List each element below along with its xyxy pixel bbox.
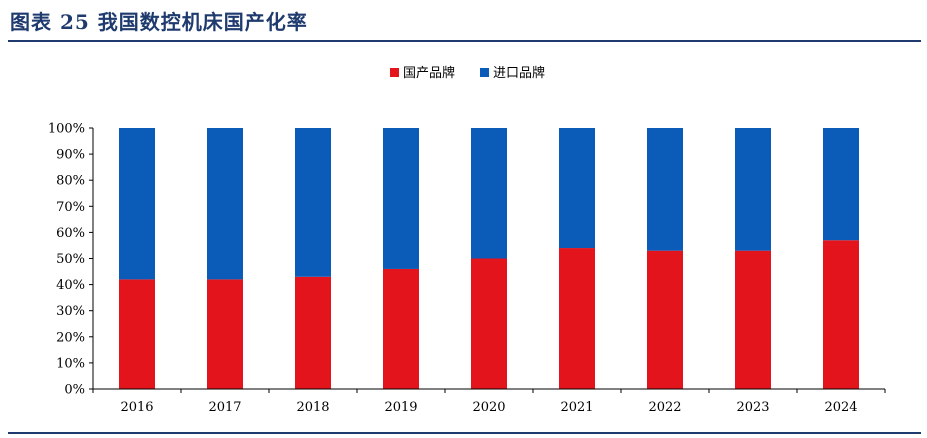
bar-domestic-2021 <box>559 248 595 389</box>
x-tick-label: 2017 <box>208 400 241 415</box>
bar-imported-2024 <box>823 128 859 241</box>
x-tick-label: 2016 <box>120 400 153 415</box>
y-tick-label: 70% <box>56 200 85 215</box>
title-bar: 图表 25 我国数控机床国产化率 <box>0 0 927 42</box>
page-title: 图表 25 我国数控机床国产化率 <box>10 10 308 34</box>
bar-imported-2020 <box>471 128 507 259</box>
bar-domestic-2019 <box>383 268 419 389</box>
bar-domestic-2024 <box>823 240 859 389</box>
y-tick-label: 90% <box>56 148 85 163</box>
title-divider <box>8 40 921 42</box>
y-tick-label: 60% <box>56 226 85 241</box>
legend-swatch-imported <box>480 68 489 77</box>
bar-imported-2023 <box>735 128 771 251</box>
y-tick-label: 40% <box>56 278 85 293</box>
x-tick-label: 2022 <box>648 400 681 415</box>
bar-imported-2022 <box>647 128 683 251</box>
legend-label-domestic: 国产品牌 <box>403 65 455 81</box>
bar-imported-2018 <box>295 128 331 277</box>
bar-domestic-2016 <box>119 279 155 389</box>
legend-swatch-domestic <box>390 68 399 77</box>
bar-imported-2017 <box>207 128 243 280</box>
y-tick-label: 100% <box>48 122 85 137</box>
x-tick-label: 2018 <box>296 400 329 415</box>
bar-domestic-2017 <box>207 279 243 389</box>
bar-imported-2019 <box>383 128 419 269</box>
bar-imported-2021 <box>559 128 595 249</box>
bottom-divider <box>8 432 921 434</box>
x-tick-label: 2021 <box>560 400 593 415</box>
y-tick-label: 10% <box>56 356 85 371</box>
x-tick-label: 2023 <box>736 400 769 415</box>
y-tick-label: 50% <box>56 252 85 267</box>
bar-domestic-2023 <box>735 250 771 389</box>
bar-domestic-2018 <box>295 276 331 389</box>
x-tick-label: 2020 <box>472 400 505 415</box>
x-tick-label: 2024 <box>824 400 857 415</box>
legend-label-imported: 进口品牌 <box>493 65 545 81</box>
x-tick-label: 2019 <box>384 400 417 415</box>
bar-imported-2016 <box>119 128 155 280</box>
y-tick-label: 20% <box>56 330 85 345</box>
y-tick-label: 80% <box>56 174 85 189</box>
bar-domestic-2022 <box>647 250 683 389</box>
bar-domestic-2020 <box>471 258 507 389</box>
y-tick-label: 0% <box>64 383 85 398</box>
y-tick-label: 30% <box>56 304 85 319</box>
